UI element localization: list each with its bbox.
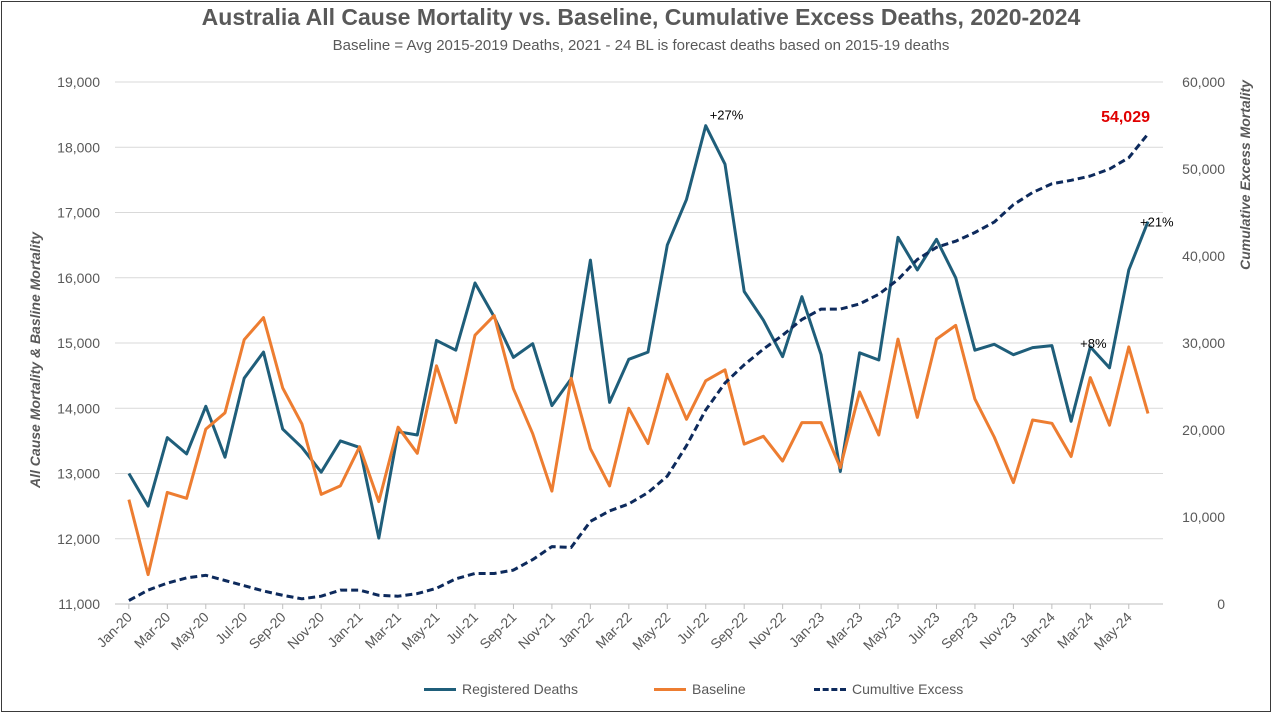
- x-tick-label: Mar-22: [592, 609, 635, 652]
- y-tick-label-left: 18,000: [57, 139, 100, 155]
- legend: Registered Deaths Baseline Cumultive Exc…: [0, 681, 1280, 701]
- legend-swatch: [654, 687, 686, 691]
- x-tick-label: Jul-20: [212, 609, 250, 647]
- chart-subtitle: Baseline = Avg 2015-2019 Deaths, 2021 - …: [332, 37, 950, 54]
- y-tick-label-right: 20,000: [1182, 422, 1225, 438]
- legend-label: Cumultive Excess: [852, 681, 964, 697]
- x-tick-label: May-21: [398, 609, 442, 653]
- x-tick-label: May-24: [1091, 609, 1135, 653]
- series-lines: [127, 124, 1150, 602]
- y-axis-left-label: All Cause Mortality & Basline Mortality: [27, 231, 43, 489]
- y-axis-right-ticks: 0 10,000 20,000 30,000 40,000 50,000 60,000: [1182, 74, 1225, 612]
- x-tick-label: Nov-21: [515, 609, 558, 652]
- legend-item-registered-deaths: Registered Deaths: [424, 681, 578, 697]
- x-tick-label: Jan-23: [786, 609, 828, 651]
- y-axis-left-ticks: 11,000 12,000 13,000 14,000 15,000 16,000 17,0…: [57, 74, 100, 612]
- x-tick-label: Sep-23: [938, 609, 981, 652]
- x-tick-label: Sep-20: [246, 609, 289, 652]
- x-tick-label: Nov-23: [976, 609, 1019, 652]
- x-tick-label: Sep-22: [707, 609, 750, 652]
- y-tick-label-left: 12,000: [57, 531, 100, 547]
- x-tick-label: Sep-21: [476, 609, 519, 652]
- legend-swatch: [424, 687, 456, 691]
- legend-label: Baseline: [692, 681, 746, 697]
- x-tick-label: Jan-24: [1016, 609, 1058, 651]
- y-tick-label-left: 15,000: [57, 335, 100, 351]
- legend-item-baseline: Baseline: [654, 681, 746, 697]
- baseline-line: [127, 314, 1150, 577]
- y-tick-label-left: 14,000: [57, 400, 100, 416]
- x-tick-label: Jan-21: [324, 609, 366, 651]
- annotation-label: +8%: [1080, 336, 1107, 351]
- x-tick-label: Mar-23: [823, 609, 866, 652]
- y-tick-label-right: 0: [1217, 596, 1225, 612]
- y-tick-label-right: 60,000: [1182, 74, 1225, 90]
- x-tick-label: Jan-20: [93, 609, 135, 651]
- registered-deaths-line: [127, 124, 1150, 540]
- legend-swatch: [814, 687, 846, 691]
- x-tick-label: May-22: [629, 609, 673, 653]
- x-tick-label: Jan-22: [555, 609, 597, 651]
- y-tick-label-right: 10,000: [1182, 509, 1225, 525]
- x-tick-label: May-23: [860, 609, 904, 653]
- y-tick-label-right: 30,000: [1182, 335, 1225, 351]
- gridlines: [115, 81, 1163, 605]
- annotation-label: +21%: [1140, 215, 1174, 230]
- y-tick-label-left: 11,000: [58, 596, 100, 612]
- y-tick-label-left: 13,000: [57, 466, 100, 482]
- legend-label: Registered Deaths: [462, 681, 578, 697]
- x-tick-label: Mar-21: [362, 609, 405, 652]
- legend-item-cumulative-excess: Cumultive Excess: [814, 681, 963, 697]
- y-tick-label-left: 16,000: [57, 270, 100, 286]
- total-excess-label: 54,029: [1101, 109, 1150, 126]
- annotation-label: +27%: [710, 108, 744, 123]
- cumultive-excess-line: [128, 132, 1150, 602]
- annotations: +27% +21% +8% 54,029: [710, 108, 1174, 351]
- x-tick-label: Mar-24: [1054, 609, 1097, 652]
- x-tick-label: Jul-21: [443, 609, 481, 647]
- y-tick-label-right: 40,000: [1182, 248, 1225, 264]
- x-tick-label: Nov-20: [284, 609, 327, 652]
- y-tick-label-left: 17,000: [57, 205, 100, 221]
- x-tick-label: Mar-20: [131, 609, 174, 652]
- y-axis-right-label: Cumulative Excess Mortality: [1237, 79, 1253, 270]
- x-tick-label: Nov-22: [746, 609, 789, 652]
- chart-title: Australia All Cause Mortality vs. Baseli…: [201, 4, 1081, 30]
- x-tick-label: May-20: [168, 609, 212, 653]
- x-tick-label: Jul-22: [674, 609, 712, 647]
- y-tick-label-left: 19,000: [57, 74, 100, 90]
- x-tick-label: Jul-23: [904, 609, 942, 647]
- y-tick-label-right: 50,000: [1182, 161, 1225, 177]
